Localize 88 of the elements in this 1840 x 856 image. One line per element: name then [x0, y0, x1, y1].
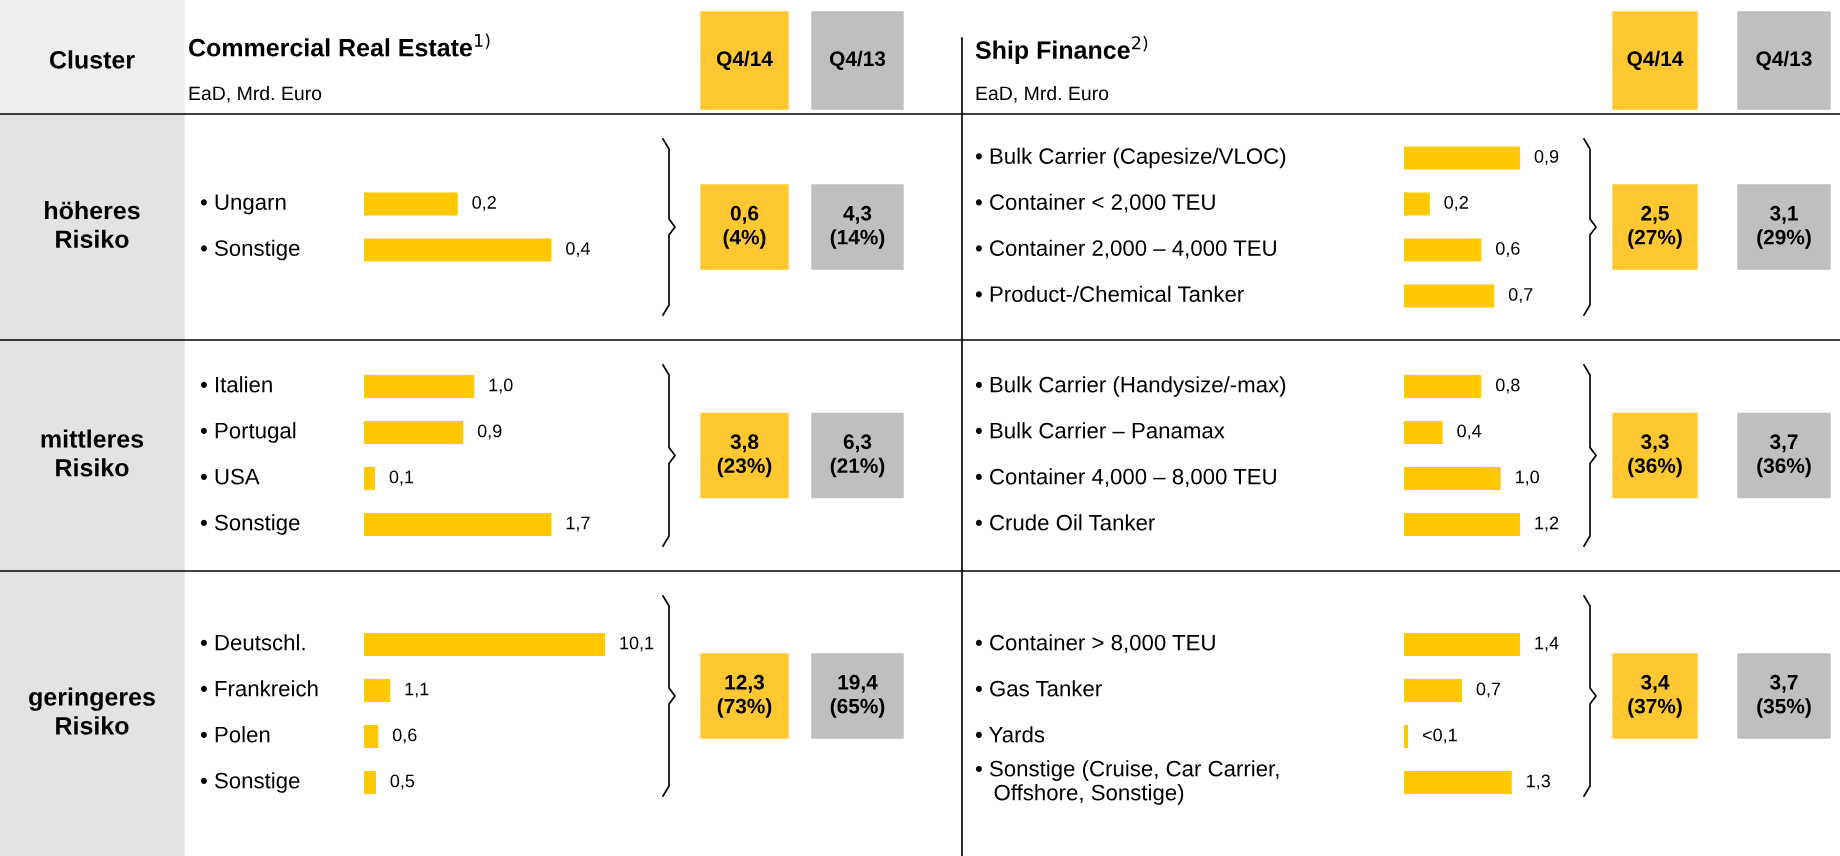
y-tick-label: • Sonstige: [200, 514, 300, 535]
y-tick-label: • USA: [200, 468, 260, 485]
text: Q4/14: [716, 50, 773, 70]
bar: [364, 633, 606, 656]
data-label: 0,8: [1495, 378, 1520, 394]
y-tick-label: • Container < 2,000 TEU: [975, 193, 1215, 213]
text: EaD, Mrd. Euro: [189, 85, 322, 103]
y-tick-label: • Bulk Carrier (Handysize/-max): [975, 376, 1286, 397]
text: 3,3 (36%): [1628, 434, 1682, 478]
data-label: 0,2: [1444, 196, 1468, 211]
text: Ship Finance$^{2)}$: [975, 35, 1148, 64]
y-tick-label: • Ungarn: [200, 194, 286, 215]
data-label: 0,6: [1495, 242, 1520, 257]
data-label: 0,1: [389, 470, 414, 486]
y-tick-label: • Yards: [975, 726, 1045, 743]
bar: [364, 679, 391, 702]
data-label: 1,1: [405, 682, 429, 698]
data-label: 1,4: [1535, 636, 1559, 652]
text: 12,3 (73%): [717, 674, 772, 718]
text: geringeres Risiko: [29, 687, 155, 735]
data-label: 10,1: [620, 636, 654, 652]
data-label: 1,2: [1535, 516, 1559, 532]
bar: [1404, 375, 1482, 398]
data-label: 0,9: [1534, 150, 1559, 165]
y-tick-label: • Container 4,000 – 8,000 TEU: [975, 468, 1276, 488]
data-label: 0,2: [472, 196, 496, 211]
text: 3,7 (36%): [1757, 434, 1811, 478]
data-label: 0,4: [1457, 424, 1482, 440]
text: Q4/14: [1627, 50, 1684, 70]
data-label: 1,7: [566, 516, 590, 532]
data-label: 0,7: [1476, 682, 1501, 698]
data-label: 0,4: [566, 242, 590, 257]
bar: [364, 725, 379, 748]
y-tick-label: • Polen: [200, 726, 270, 743]
text: 2,5 (27%): [1628, 205, 1682, 249]
y-tick-label: • Sonstige: [200, 239, 300, 261]
y-tick-label: • Portugal: [200, 422, 296, 443]
text: Q4/13: [1756, 50, 1812, 70]
text: Commercial Real Estate$^{1)}$: [189, 33, 490, 57]
bar: [1404, 633, 1521, 656]
data-label: <0,1: [1422, 728, 1457, 744]
text: 6,3 (21%): [830, 434, 885, 478]
y-tick-label: • Deutschl.: [200, 634, 305, 651]
text: Cluster: [49, 50, 135, 69]
bar: [364, 375, 475, 398]
y-tick-label: • Sonstige (Cruise, Car Carrier, Offshore, Sonstige): [975, 760, 1279, 805]
y-tick-label: • Sonstige: [200, 772, 300, 793]
data-label: 0,7: [1508, 288, 1533, 303]
bar: [364, 513, 552, 536]
data-label: 0,9: [477, 424, 502, 440]
bar: [364, 771, 376, 794]
data-label: 1,3: [1527, 774, 1550, 790]
text: 0,6 (4%): [723, 205, 766, 249]
bar: [1404, 513, 1521, 536]
y-tick-label: • Gas Tanker: [975, 680, 1102, 697]
bar: [1404, 146, 1521, 170]
text: Q4/13: [829, 50, 886, 70]
bar: [1404, 284, 1495, 308]
y-tick-label: • Bulk Carrier – Panamax: [975, 422, 1225, 439]
y-tick-label: • Italien: [200, 376, 272, 393]
text: EaD, Mrd. Euro: [976, 85, 1109, 103]
bar: [364, 421, 464, 444]
y-tick-label: • Product-/Chemical Tanker: [975, 285, 1244, 302]
bar: [1404, 725, 1409, 748]
data-label: 0,6: [392, 728, 417, 744]
text: 19,4 (65%): [830, 674, 885, 718]
y-tick-label: • Container 2,000 – 4,000 TEU: [975, 239, 1276, 259]
y-tick-label: • Crude Oil Tanker: [975, 514, 1155, 531]
bar: [364, 467, 376, 490]
y-tick-label: • Frankreich: [200, 680, 318, 697]
bar: [1404, 238, 1482, 262]
text: 3,1 (29%): [1757, 205, 1811, 249]
text: 4,3 (14%): [830, 205, 885, 249]
text: 3,8 (23%): [717, 434, 772, 478]
text: 3,7 (35%): [1757, 674, 1811, 718]
data-label: 1,0: [1515, 470, 1540, 486]
y-tick-label: • Bulk Carrier (Capesize/VLOC): [975, 147, 1286, 169]
bar: [1404, 771, 1512, 794]
text: höheres Risiko: [45, 200, 140, 249]
bar: [1404, 467, 1501, 490]
y-tick-label: • Container > 8,000 TEU: [975, 634, 1215, 654]
text: mittleres Risiko: [41, 429, 144, 477]
bar: [1404, 192, 1430, 216]
text: 3,4 (37%): [1628, 674, 1682, 718]
data-label: 0,5: [390, 774, 415, 790]
bar: [1404, 679, 1463, 702]
data-label: 1,0: [489, 378, 513, 394]
bar: [1404, 421, 1443, 444]
